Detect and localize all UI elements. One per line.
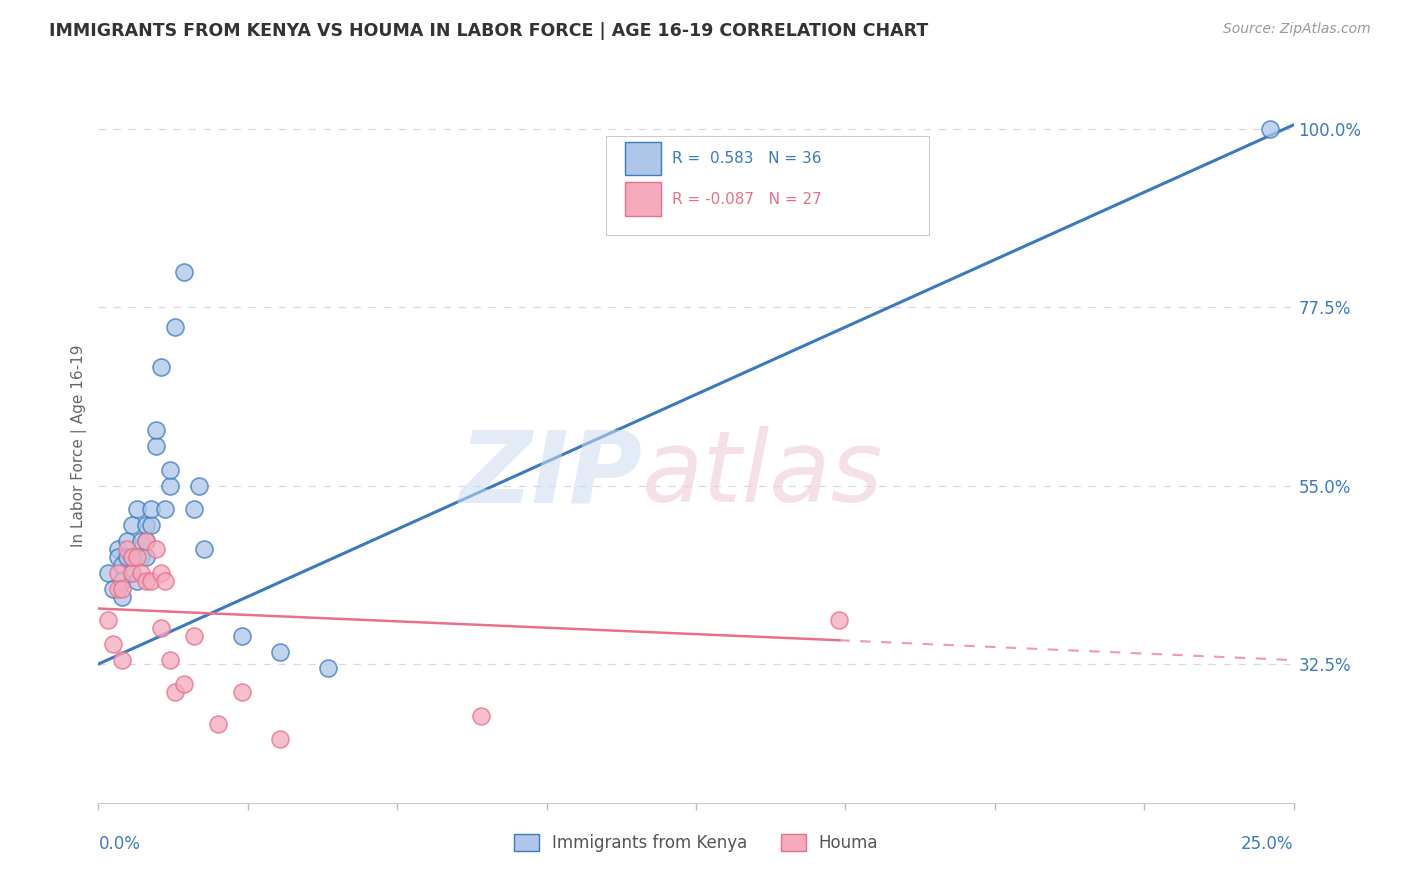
Text: atlas: atlas <box>643 426 884 523</box>
Point <box>159 653 181 667</box>
Point <box>145 423 167 437</box>
Text: 25.0%: 25.0% <box>1241 835 1294 853</box>
Point <box>316 661 339 675</box>
Point <box>193 542 215 557</box>
Point <box>111 558 134 572</box>
Point <box>121 549 143 564</box>
Point <box>183 629 205 643</box>
Point <box>121 549 143 564</box>
Point <box>111 582 134 596</box>
Point <box>231 685 253 699</box>
Point <box>173 677 195 691</box>
Point <box>159 463 181 477</box>
Point <box>131 549 153 564</box>
Point <box>131 534 153 549</box>
Point <box>145 439 167 453</box>
Point <box>163 685 186 699</box>
Text: R = -0.087   N = 27: R = -0.087 N = 27 <box>672 192 823 207</box>
Point <box>107 542 129 557</box>
Point <box>163 320 186 334</box>
Point <box>828 614 851 628</box>
Point <box>173 264 195 278</box>
Point <box>470 708 492 723</box>
Point <box>97 614 120 628</box>
Point <box>207 716 229 731</box>
Point <box>115 549 138 564</box>
Text: R =  0.583   N = 36: R = 0.583 N = 36 <box>672 151 821 166</box>
FancyBboxPatch shape <box>606 136 929 235</box>
Point <box>187 478 209 492</box>
Point <box>121 566 143 580</box>
Point <box>135 534 157 549</box>
Point <box>101 637 124 651</box>
Point <box>135 574 157 588</box>
Point <box>97 566 120 580</box>
Text: ZIP: ZIP <box>460 426 643 523</box>
Text: Source: ZipAtlas.com: Source: ZipAtlas.com <box>1223 22 1371 37</box>
Point <box>155 574 177 588</box>
Y-axis label: In Labor Force | Age 16-19: In Labor Force | Age 16-19 <box>72 344 87 548</box>
Point <box>131 566 153 580</box>
Point <box>115 542 138 557</box>
Point <box>107 549 129 564</box>
Point <box>149 621 172 635</box>
Point <box>121 566 143 580</box>
Text: 0.0%: 0.0% <box>98 835 141 853</box>
Point <box>135 518 157 533</box>
Point <box>111 590 134 604</box>
Point <box>125 502 148 516</box>
Point <box>183 502 205 516</box>
Point <box>149 566 172 580</box>
Point <box>145 542 167 557</box>
Point <box>107 566 129 580</box>
Point <box>125 549 148 564</box>
Point <box>139 518 162 533</box>
Point <box>135 534 157 549</box>
Point <box>269 645 291 659</box>
Point <box>231 629 253 643</box>
Point <box>101 582 124 596</box>
Point <box>139 574 162 588</box>
Point <box>111 574 134 588</box>
Point <box>1258 121 1281 136</box>
Point <box>125 574 148 588</box>
Point <box>159 478 181 492</box>
Point <box>139 502 162 516</box>
Point <box>111 653 134 667</box>
Point <box>107 582 129 596</box>
Point <box>115 534 138 549</box>
Text: IMMIGRANTS FROM KENYA VS HOUMA IN LABOR FORCE | AGE 16-19 CORRELATION CHART: IMMIGRANTS FROM KENYA VS HOUMA IN LABOR … <box>49 22 928 40</box>
FancyBboxPatch shape <box>626 142 661 175</box>
FancyBboxPatch shape <box>626 182 661 216</box>
Point <box>149 359 172 374</box>
Point <box>121 518 143 533</box>
Point <box>155 502 177 516</box>
Point <box>269 732 291 747</box>
Legend: Immigrants from Kenya, Houma: Immigrants from Kenya, Houma <box>508 827 884 859</box>
Point <box>135 549 157 564</box>
